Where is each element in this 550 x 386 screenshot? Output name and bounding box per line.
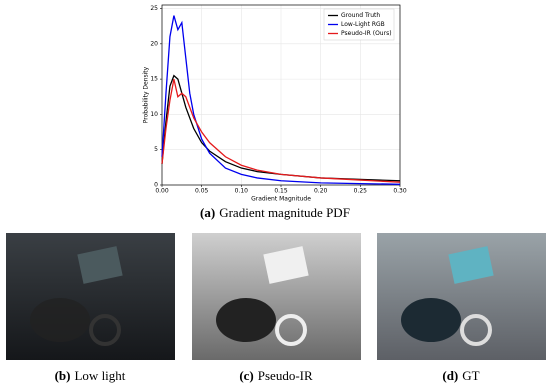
y-tick-label: 5 [154, 146, 158, 153]
series-line [161, 78, 401, 183]
photo-gt [377, 233, 546, 360]
caption: (d) GT [442, 368, 479, 383]
x-tick-label: 0.10 [235, 188, 249, 195]
x-tick-label: 0.25 [354, 188, 368, 195]
caption-tag: (a) [200, 205, 215, 220]
caption: (b) Low light [55, 368, 126, 383]
caption-text: Pseudo-IR [258, 368, 313, 383]
y-axis-label: Probability Density [143, 66, 150, 123]
caption: (a) Gradient magnitude PDF [200, 205, 350, 220]
caption-tag: (b) [55, 368, 71, 383]
legend-label: Low-Light RGB [341, 21, 385, 28]
caption: (c) Pseudo-IR [239, 368, 313, 383]
legend-label: Ground Truth [341, 12, 380, 19]
y-tick-label: 25 [150, 5, 158, 12]
photo-pseudo-ir [192, 233, 361, 360]
x-tick-label: 0.20 [314, 188, 328, 195]
y-tick-label: 20 [150, 40, 158, 47]
series-line [161, 15, 401, 185]
x-tick-label: 0.05 [195, 188, 209, 195]
x-tick-label: 0.30 [393, 188, 407, 195]
y-tick-label: 0 [154, 182, 158, 189]
caption-text: Gradient magnitude PDF [219, 205, 350, 220]
legend-label: Pseudo-IR (Ours) [341, 30, 392, 37]
plot-frame [161, 4, 401, 186]
y-tick-label: 15 [150, 76, 158, 83]
x-axis-label: Gradient Magnitude [251, 196, 311, 203]
caption-tag: (c) [239, 368, 253, 383]
caption-text: GT [462, 368, 479, 383]
x-tick-label: 0.15 [274, 188, 288, 195]
x-tick-label: 0.00 [155, 188, 169, 195]
photo-low-light [6, 233, 175, 360]
y-tick-label: 10 [150, 111, 158, 118]
caption-tag: (d) [442, 368, 458, 383]
caption-text: Low light [74, 368, 125, 383]
